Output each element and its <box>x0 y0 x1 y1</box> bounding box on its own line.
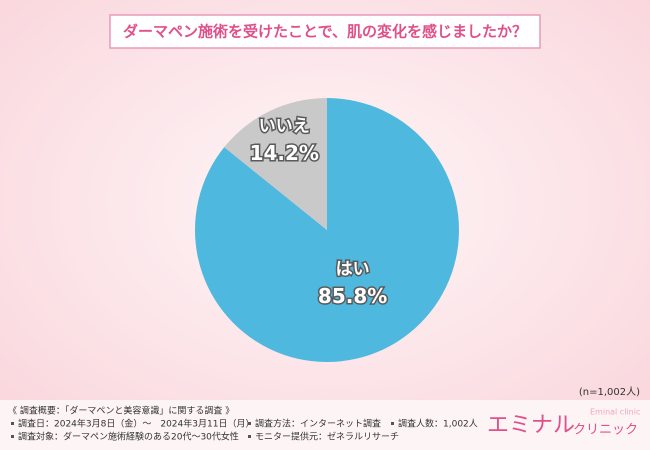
footer-heading: 《 調査概要：「ダーマペンと美容意識」に関する調査 》 <box>8 405 234 417</box>
slice-value: 14.2% <box>250 141 319 165</box>
slice-value: 85.8% <box>318 284 387 308</box>
bullet <box>391 422 394 425</box>
footer-item: モニター提供元：ゼネラルリサーチ <box>255 431 399 443</box>
bullet <box>11 422 14 425</box>
bullet <box>248 435 251 438</box>
footer-item: 調査人数：1,002人 <box>398 418 478 430</box>
footer-band <box>0 400 650 450</box>
pie-slice <box>224 98 327 230</box>
slice-category: はい <box>336 260 370 280</box>
title-box <box>109 14 541 49</box>
logo-main: エミナル <box>487 413 575 438</box>
slice-category: いいえ <box>259 117 310 137</box>
sample-note: (n=1,002人) <box>579 386 640 398</box>
footer-item: 調査日：2024年3月8日（金）～ 2024年3月11日（月） <box>18 418 254 430</box>
logo-sub: クリニック <box>573 423 638 438</box>
chart-title: ダーマペン施術を受けたことで、肌の変化を感じましたか？ <box>123 23 527 41</box>
footer-item: 調査方法：インターネット調査 <box>255 418 381 430</box>
bullet <box>11 435 14 438</box>
bullet <box>248 422 251 425</box>
footer-item: 調査対象：ダーマペン施術経験のある20代～30代女性 <box>18 431 239 443</box>
logo-en: Eminal clinic <box>590 408 640 417</box>
